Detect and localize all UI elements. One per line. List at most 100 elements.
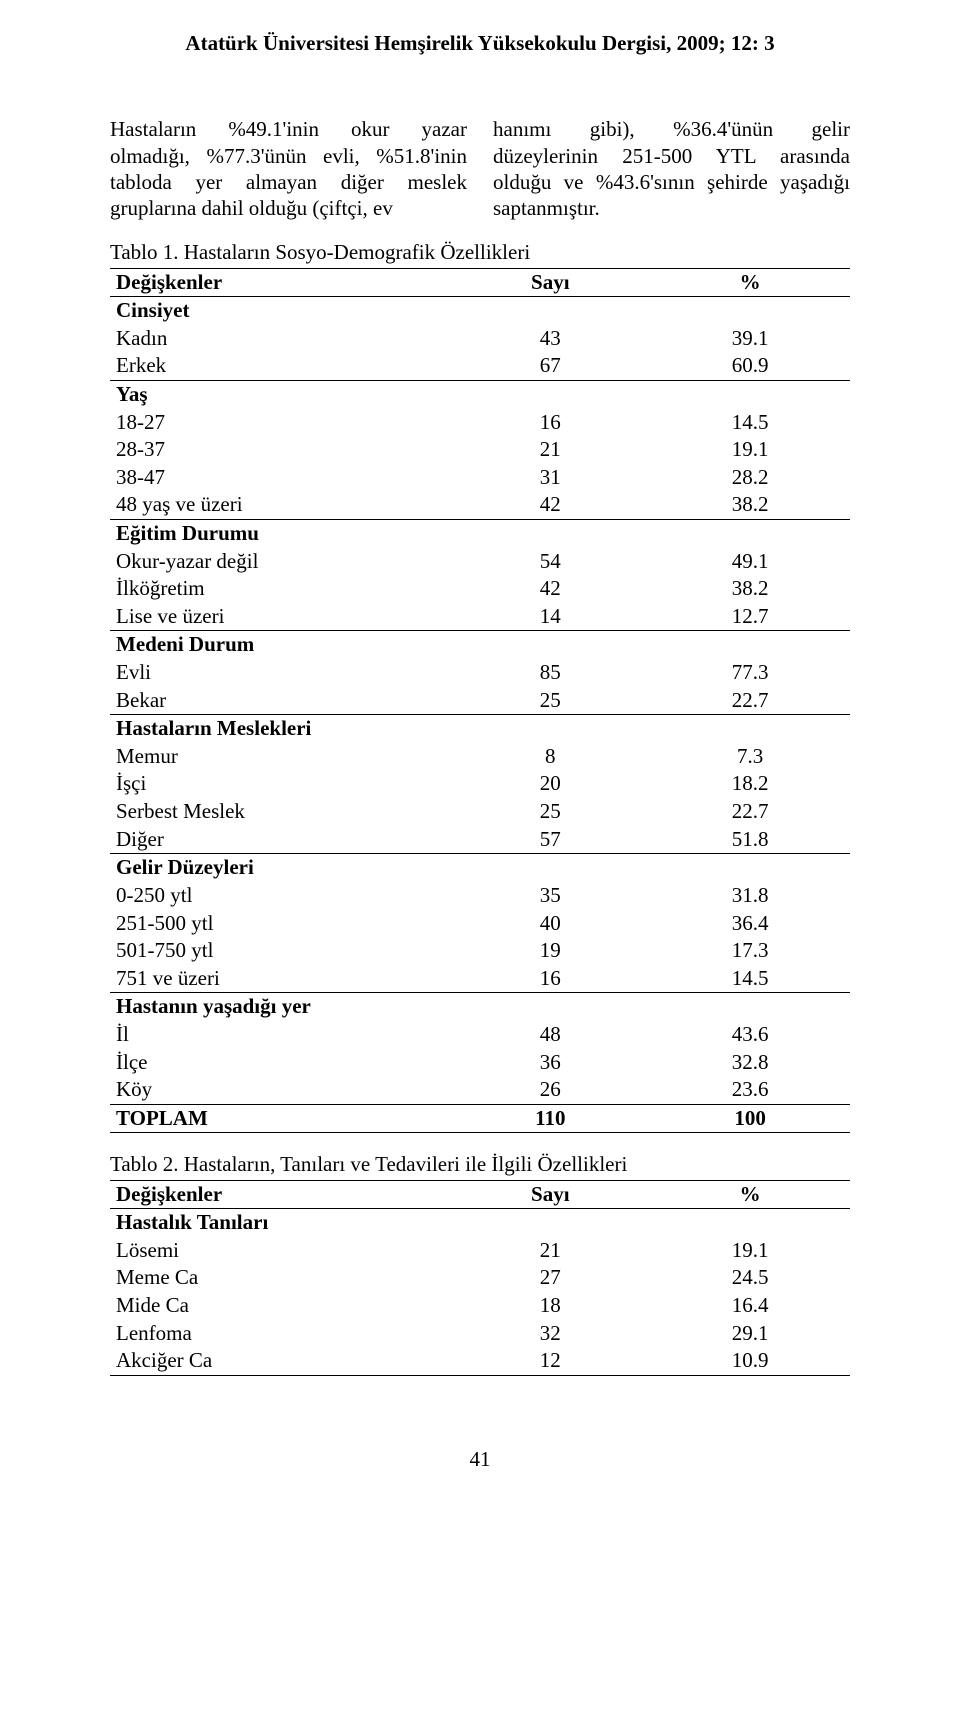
row-sayi: 31	[450, 464, 650, 492]
row-label: İşçi	[110, 770, 450, 798]
table2-header-var: Değişkenler	[110, 1180, 450, 1209]
section-title: Hastanın yaşadığı yer	[110, 993, 450, 1021]
row-label: İlköğretim	[110, 575, 450, 603]
row-pct: 38.2	[650, 491, 850, 519]
row-label: Kadın	[110, 325, 450, 353]
row-sayi: 25	[450, 687, 650, 715]
table2-header-pct: %	[650, 1180, 850, 1209]
table2-body: Hastalık TanılarıLösemi2119.1Meme Ca2724…	[110, 1209, 850, 1376]
row-sayi: 25	[450, 798, 650, 826]
row-label: Lise ve üzeri	[110, 603, 450, 631]
row-sayi: 54	[450, 548, 650, 576]
total-pct: 100	[650, 1104, 850, 1133]
row-sayi: 26	[450, 1076, 650, 1104]
row-pct: 24.5	[650, 1264, 850, 1292]
row-sayi: 42	[450, 491, 650, 519]
table1-header-pct: %	[650, 268, 850, 297]
table-row: Okur-yazar değil5449.1	[110, 548, 850, 576]
table-row: İlköğretim4238.2	[110, 575, 850, 603]
table-row: İl4843.6	[110, 1021, 850, 1049]
row-pct: 23.6	[650, 1076, 850, 1104]
table-row: 38-473128.2	[110, 464, 850, 492]
table-row: Meme Ca2724.5	[110, 1264, 850, 1292]
row-sayi: 43	[450, 325, 650, 353]
row-pct: 14.5	[650, 409, 850, 437]
row-pct: 7.3	[650, 743, 850, 771]
row-sayi: 12	[450, 1347, 650, 1375]
table-row: Lise ve üzeri1412.7	[110, 603, 850, 631]
row-sayi: 42	[450, 575, 650, 603]
row-label: Köy	[110, 1076, 450, 1104]
row-sayi: 18	[450, 1292, 650, 1320]
table1-header-row: Değişkenler Sayı %	[110, 268, 850, 297]
row-label: Mide Ca	[110, 1292, 450, 1320]
row-label: Serbest Meslek	[110, 798, 450, 826]
table1-body: CinsiyetKadın4339.1Erkek6760.9Yaş18-2716…	[110, 297, 850, 1133]
table1-caption: Tablo 1. Hastaların Sosyo-Demografik Öze…	[110, 239, 850, 265]
intro-right-column: hanımı gibi), %36.4'ünün gelir düzeyleri…	[493, 116, 850, 221]
row-label: İlçe	[110, 1049, 450, 1077]
total-sayi: 110	[450, 1104, 650, 1133]
row-label: Memur	[110, 743, 450, 771]
row-sayi: 8	[450, 743, 650, 771]
row-pct: 38.2	[650, 575, 850, 603]
row-pct: 43.6	[650, 1021, 850, 1049]
table1: Değişkenler Sayı % CinsiyetKadın4339.1 Er…	[110, 268, 850, 1134]
row-pct: 22.7	[650, 687, 850, 715]
table-row: İşçi2018.2	[110, 770, 850, 798]
table-row: 501-750 ytl1917.3	[110, 937, 850, 965]
row-pct: 39.1	[650, 325, 850, 353]
table2: Değişkenler Sayı % Hastalık TanılarıLöse…	[110, 1180, 850, 1376]
table-row: Köy2623.6	[110, 1076, 850, 1104]
intro-paragraph-columns: Hastaların %49.1'inin okur yazar olmadığ…	[110, 116, 850, 221]
row-label: 38-47	[110, 464, 450, 492]
row-sayi: 32	[450, 1320, 650, 1348]
row-sayi: 21	[450, 1237, 650, 1265]
row-label: Akciğer Ca	[110, 1347, 450, 1375]
row-pct: 32.8	[650, 1049, 850, 1077]
table-row: Serbest Meslek2522.7	[110, 798, 850, 826]
row-label: 751 ve üzeri	[110, 965, 450, 993]
table-row: Evli8577.3	[110, 659, 850, 687]
row-sayi: 48	[450, 1021, 650, 1049]
row-label: İl	[110, 1021, 450, 1049]
row-pct: 16.4	[650, 1292, 850, 1320]
row-pct: 10.9	[650, 1347, 850, 1375]
row-pct: 77.3	[650, 659, 850, 687]
row-label: 0-250 ytl	[110, 882, 450, 910]
row-pct: 49.1	[650, 548, 850, 576]
row-sayi: 36	[450, 1049, 650, 1077]
row-label: Okur-yazar değil	[110, 548, 450, 576]
row-label: 251-500 ytl	[110, 910, 450, 938]
table-row: 251-500 ytl4036.4	[110, 910, 850, 938]
table-row: İlçe3632.8	[110, 1049, 850, 1077]
row-pct: 29.1	[650, 1320, 850, 1348]
table-row: Memur87.3	[110, 743, 850, 771]
row-pct: 14.5	[650, 965, 850, 993]
table-row: 751 ve üzeri1614.5	[110, 965, 850, 993]
total-label: TOPLAM	[110, 1104, 450, 1133]
row-pct: 60.9	[650, 352, 850, 380]
row-sayi: 21	[450, 436, 650, 464]
row-pct: 19.1	[650, 436, 850, 464]
row-label: Erkek	[110, 352, 450, 380]
row-label: Lösemi	[110, 1237, 450, 1265]
row-pct: 18.2	[650, 770, 850, 798]
row-label: 48 yaş ve üzeri	[110, 491, 450, 519]
row-sayi: 16	[450, 409, 650, 437]
section-title: Cinsiyet	[110, 297, 450, 325]
table-row: Lenfoma3229.1	[110, 1320, 850, 1348]
row-sayi: 14	[450, 603, 650, 631]
page-number: 41	[110, 1446, 850, 1472]
row-label: Meme Ca	[110, 1264, 450, 1292]
table-row: Bekar2522.7	[110, 687, 850, 715]
row-label: Lenfoma	[110, 1320, 450, 1348]
row-sayi: 67	[450, 352, 650, 380]
table-row: 28-372119.1	[110, 436, 850, 464]
row-sayi: 40	[450, 910, 650, 938]
table2-header-sayi: Sayı	[450, 1180, 650, 1209]
section-title: Eğitim Durumu	[110, 519, 450, 547]
row-label: 501-750 ytl	[110, 937, 450, 965]
row-label: Bekar	[110, 687, 450, 715]
row-sayi: 85	[450, 659, 650, 687]
